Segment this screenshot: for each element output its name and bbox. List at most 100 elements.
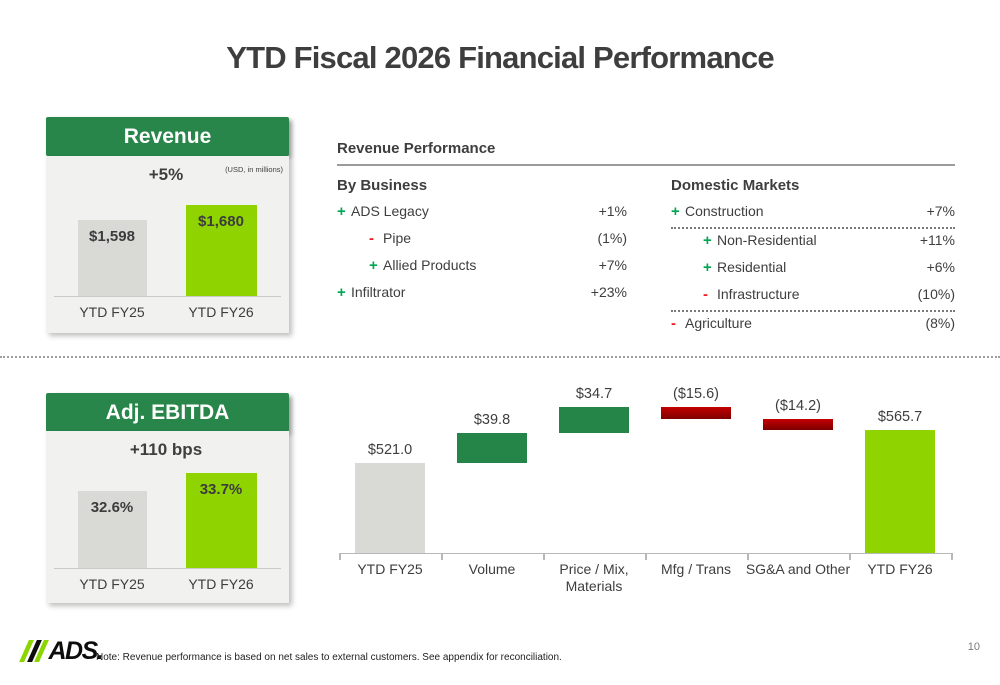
ebitda-card-body: +110 bps 32.6% YTD FY25 33.7% YTD FY26 [46, 431, 289, 603]
domestic-markets-heading: Domestic Markets [671, 177, 800, 194]
row-value: +11% [919, 232, 955, 248]
waterfall-category-label: Mfg / Trans [660, 561, 732, 577]
row-label: Residential [717, 259, 787, 275]
bar-ytd-fy26 [186, 205, 257, 296]
panel-rule [337, 164, 955, 166]
ebitda-change-label: +110 bps [129, 440, 203, 459]
row-label: Allied Products [383, 257, 477, 273]
ebitda-card-header: Adj. EBITDA [46, 393, 289, 432]
bar-ytd-fy25 [78, 219, 147, 296]
performance-row: + ADS Legacy +1% [337, 203, 627, 230]
axis-tick [849, 553, 851, 560]
performance-row: + Residential +6% [671, 259, 955, 286]
by-business-heading: By Business [337, 177, 428, 194]
minus-icon: - [703, 286, 708, 303]
row-value: (8%) [925, 315, 955, 331]
plus-icon: + [671, 203, 680, 220]
page-title: YTD Fiscal 2026 Financial Performance [226, 40, 774, 75]
waterfall-bar [865, 429, 935, 553]
waterfall-value-label: $39.8 [473, 412, 511, 429]
axis-tick [543, 553, 545, 560]
logo-text: ADS. [48, 636, 104, 665]
performance-row: - Agriculture (8%) [671, 315, 955, 342]
performance-row: + Construction +7% [671, 203, 955, 230]
row-value: +7% [598, 257, 627, 273]
chart-baseline [54, 568, 281, 569]
revenue-card-header: Revenue [46, 117, 289, 156]
waterfall-bar [457, 433, 527, 463]
waterfall-bar [661, 407, 731, 419]
performance-row: - Infrastructure (10%) [671, 286, 955, 313]
axis-category-label: YTD FY25 [79, 576, 145, 592]
waterfall-bar [355, 462, 425, 553]
plus-icon: + [337, 284, 346, 301]
minus-icon: - [369, 230, 374, 247]
revenue-units-label: (USD, in millions) [225, 165, 283, 174]
plus-icon: + [703, 259, 712, 276]
waterfall-value-label: ($15.6) [673, 386, 719, 403]
waterfall-category-label: Volume [468, 561, 516, 577]
bar-ytd-fy25 [78, 491, 147, 568]
bar-ytd-fy26 [186, 473, 257, 568]
row-value: (1%) [597, 230, 627, 246]
waterfall-value-label: $34.7 [575, 386, 613, 403]
row-label: Infiltrator [351, 284, 406, 300]
axis-tick [747, 553, 749, 560]
row-value: (10%) [917, 286, 955, 302]
row-value: +23% [590, 284, 627, 300]
bar-value-label: $1,598 [89, 227, 135, 245]
by-business-rows: + ADS Legacy +1% - Pipe (1%) + Allied Products +… [337, 203, 627, 311]
ebitda-waterfall-chart: $521.0 YTD FY25 $39.8 Volume $34.7 Price / Mi… [330, 385, 975, 610]
axis-category-label: YTD FY26 [188, 576, 254, 592]
panel-title: Revenue Performance [337, 140, 496, 157]
dotted-section-divider [0, 356, 1000, 358]
axis-category-label: YTD FY25 [79, 304, 145, 320]
plus-icon: + [369, 257, 378, 274]
performance-row: + Infiltrator +23% [337, 284, 627, 311]
row-value: +6% [926, 259, 955, 275]
waterfall-bar [559, 407, 629, 434]
chart-baseline [54, 296, 281, 297]
ads-logo: ADS. [19, 636, 104, 665]
revenue-change-label: +5% [148, 165, 184, 184]
domestic-markets-rows: + Construction +7% + Non-Residential +11% + Res… [671, 203, 955, 342]
bar-value-label: $1,680 [198, 213, 244, 230]
plus-icon: + [703, 232, 712, 249]
dotted-divider [671, 310, 955, 312]
row-value: +7% [926, 203, 955, 219]
bar-value-label: 32.6% [90, 499, 134, 517]
performance-row: + Non-Residential +11% [671, 232, 955, 259]
waterfall-category-label: YTD FY25 [357, 561, 423, 577]
axis-tick [441, 553, 443, 560]
performance-row: + Allied Products +7% [337, 257, 627, 284]
plus-icon: + [337, 203, 346, 220]
waterfall-value-label: $565.7 [877, 408, 923, 425]
axis-tick [951, 553, 953, 560]
waterfall-value-label: ($14.2) [775, 397, 821, 414]
revenue-card-body: +5% (USD, in millions) $1,598 YTD FY25 $1,… [46, 156, 289, 333]
footnote: Note: Revenue performance is based on ne… [96, 652, 562, 663]
row-label: ADS Legacy [351, 203, 429, 219]
row-label: Agriculture [685, 315, 752, 331]
waterfall-category-label: YTD FY26 [867, 561, 933, 577]
row-value: +1% [598, 203, 627, 219]
page-number: 10 [967, 641, 980, 653]
performance-row: - Pipe (1%) [337, 230, 627, 257]
waterfall-bar [763, 418, 833, 430]
dotted-divider [671, 227, 955, 229]
row-label: Construction [685, 203, 764, 219]
row-label: Pipe [383, 230, 412, 246]
row-label: Non-Residential [717, 232, 817, 248]
row-label: Infrastructure [717, 286, 800, 302]
domestic-markets-column: Domestic Markets + Construction +7% + Non-Re… [671, 177, 955, 342]
waterfall-category-label: SG&A and Other [745, 561, 851, 577]
axis-tick [339, 553, 341, 560]
waterfall-category-label: Price / Mix, Materials [559, 561, 629, 594]
revenue-performance-panel: Revenue Performance By Business + ADS Leg… [337, 140, 955, 342]
minus-icon: - [671, 315, 676, 332]
axis-category-label: YTD FY26 [188, 304, 254, 320]
by-business-column: By Business + ADS Legacy +1% - Pipe (1%) + Alli… [337, 177, 627, 342]
waterfall-value-label: $521.0 [367, 441, 413, 458]
axis-tick [645, 553, 647, 560]
